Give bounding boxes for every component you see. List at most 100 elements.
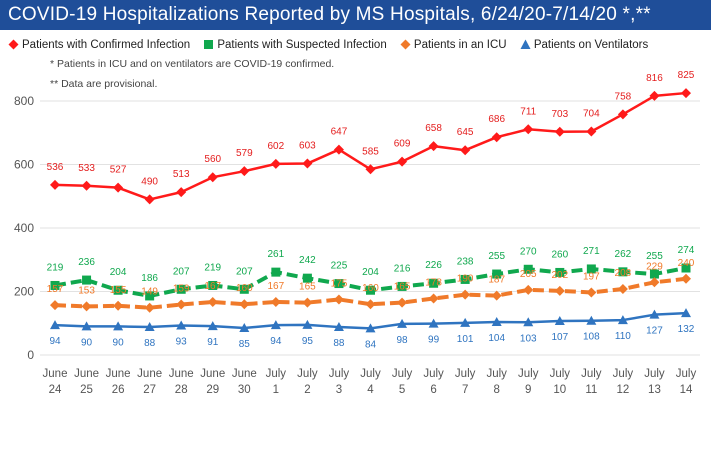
x-tick-label-month: July	[360, 368, 381, 380]
data-point-ventilators	[239, 323, 250, 333]
data-point-ventilators	[302, 319, 313, 329]
data-label-confirmed: 686	[488, 114, 505, 125]
data-label-suspected: 226	[425, 260, 442, 271]
x-tick-label-day: 28	[175, 384, 188, 396]
data-point-confirmed	[176, 187, 187, 198]
x-tick-label-day: 8	[493, 384, 499, 396]
data-point-suspected	[145, 291, 155, 301]
data-label-ventilators: 127	[646, 326, 663, 337]
data-label-suspected: 204	[362, 267, 379, 278]
diamond-marker-icon	[8, 39, 19, 50]
data-label-icu: 149	[141, 287, 158, 298]
data-label-suspected: 225	[331, 261, 348, 272]
chart-title: COVID-19 Hospitalizations Reported by MS…	[8, 4, 651, 25]
legend-item-icu: Patients in an ICU	[400, 39, 507, 51]
x-tick-label-day: 24	[49, 384, 62, 396]
y-tick-label: 400	[14, 221, 34, 235]
x-tick-label-day: 25	[80, 384, 93, 396]
x-tick-label-month: June	[74, 368, 99, 380]
x-tick-label-day: 27	[143, 384, 156, 396]
data-point-suspected	[460, 274, 470, 284]
x-tick-label-day: 5	[399, 384, 405, 396]
data-label-ventilators: 90	[81, 337, 93, 348]
data-point-suspected	[271, 267, 281, 277]
data-point-suspected	[586, 264, 596, 274]
data-label-ventilators: 94	[270, 336, 282, 347]
data-point-confirmed	[333, 144, 344, 155]
x-tick-label-day: 7	[462, 384, 468, 396]
data-label-confirmed: 758	[615, 91, 632, 102]
data-point-ventilators	[586, 315, 597, 325]
data-label-suspected: 186	[141, 273, 158, 284]
data-label-suspected: 216	[394, 263, 411, 274]
data-label-icu: 175	[331, 278, 348, 289]
data-label-ventilators: 110	[615, 331, 631, 342]
data-label-ventilators: 101	[457, 334, 474, 345]
data-point-ventilators	[144, 322, 155, 332]
data-point-ventilators	[113, 321, 124, 331]
y-tick-label: 0	[27, 348, 34, 362]
data-point-icu	[176, 299, 187, 310]
legend-label-ventilators: Patients on Ventilators	[533, 39, 649, 51]
x-tick-label-month: July	[486, 368, 507, 380]
x-tick-label-month: July	[676, 368, 697, 380]
data-point-confirmed	[302, 158, 313, 169]
data-label-ventilators: 85	[239, 339, 251, 350]
data-point-confirmed	[81, 180, 92, 191]
data-point-confirmed	[270, 158, 281, 169]
data-point-confirmed	[239, 166, 250, 177]
triangle-marker-icon	[520, 39, 531, 50]
data-label-confirmed: 585	[362, 146, 379, 157]
data-point-confirmed	[113, 182, 124, 193]
series-line-icu	[54, 276, 687, 310]
data-point-suspected	[82, 275, 92, 285]
data-point-suspected	[649, 269, 659, 279]
data-point-ventilators	[428, 318, 439, 328]
x-tick-label-day: 12	[617, 384, 630, 396]
data-point-suspected	[302, 273, 312, 283]
x-tick-label-month: June	[169, 368, 194, 380]
data-point-icu	[270, 296, 281, 307]
data-point-confirmed	[460, 145, 471, 156]
data-label-icu: 165	[299, 282, 316, 293]
data-point-ventilators	[554, 316, 565, 326]
data-label-confirmed: 711	[520, 106, 536, 117]
data-label-ventilators: 99	[428, 335, 440, 346]
diamond-marker-icon	[400, 39, 411, 50]
data-point-ventilators	[176, 320, 187, 330]
data-label-icu: 187	[488, 275, 505, 286]
data-label-ventilators: 88	[144, 338, 156, 349]
legend-item-confirmed: Patients with Confirmed Infection	[8, 39, 190, 51]
data-point-confirmed	[207, 172, 218, 183]
y-tick-label: 600	[14, 158, 34, 172]
data-label-ventilators: 103	[520, 333, 537, 344]
x-tick-label-month: July	[392, 368, 413, 380]
data-point-ventilators	[397, 318, 408, 328]
data-label-suspected: 274	[678, 245, 695, 256]
data-label-suspected: 262	[615, 249, 632, 260]
x-tick-label-day: 11	[585, 384, 597, 396]
x-tick-label-month: July	[550, 368, 571, 380]
x-tick-label-month: July	[455, 368, 476, 380]
data-label-confirmed: 560	[204, 154, 221, 165]
data-point-icu	[302, 297, 313, 308]
legend-item-suspected: Patients with Suspected Infection	[203, 39, 387, 51]
data-label-ventilators: 93	[176, 336, 188, 347]
data-point-ventilators	[523, 317, 534, 327]
legend-label-suspected: Patients with Suspected Infection	[217, 39, 387, 51]
data-point-suspected	[334, 279, 344, 289]
data-point-icu	[50, 300, 60, 311]
y-tick-label: 800	[14, 94, 34, 108]
data-label-confirmed: 704	[583, 108, 600, 119]
x-tick-label-day: 30	[238, 384, 251, 396]
x-tick-label-month: July	[518, 368, 539, 380]
x-tick-label-day: 4	[367, 384, 374, 396]
legend-label-confirmed: Patients with Confirmed Infection	[22, 39, 191, 51]
data-label-icu: 240	[678, 258, 695, 269]
x-tick-label-month: June	[106, 368, 131, 380]
x-tick-label-month: July	[423, 368, 444, 380]
x-tick-label-day: 9	[525, 384, 531, 396]
data-label-ventilators: 90	[113, 337, 125, 348]
data-label-suspected: 270	[520, 246, 537, 257]
x-tick-label-day: 14	[680, 384, 693, 396]
